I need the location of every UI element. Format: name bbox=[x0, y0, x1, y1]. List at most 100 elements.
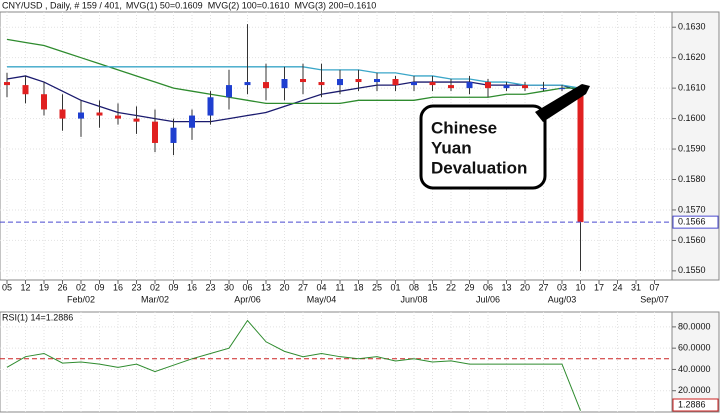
x-tick-label: 27 bbox=[538, 282, 548, 292]
x-tick-label: 13 bbox=[261, 282, 271, 292]
x-tick-label: 20 bbox=[520, 282, 530, 292]
last-value-label: 1.2886 bbox=[678, 399, 706, 409]
candle-body bbox=[318, 82, 325, 86]
candle-body bbox=[4, 82, 10, 86]
x-tick-label: 05 bbox=[2, 282, 12, 292]
x-tick-label: 22 bbox=[446, 282, 456, 292]
price-panel bbox=[0, 11, 673, 281]
rsi-panel bbox=[0, 311, 673, 413]
candle-body bbox=[337, 79, 343, 86]
x-tick-label: 25 bbox=[372, 282, 382, 292]
annotation-text: Chinese bbox=[431, 118, 497, 137]
legend-entry: RSI(1) 14=1.2886 bbox=[2, 312, 73, 322]
month-label: Jul/06 bbox=[476, 294, 500, 304]
month-label: Jun/08 bbox=[400, 294, 427, 304]
month-label: Aug/03 bbox=[548, 294, 577, 304]
candle-body bbox=[448, 85, 454, 89]
y-tick-label: 20.0000 bbox=[678, 385, 711, 395]
x-tick-label: 06 bbox=[483, 282, 493, 292]
x-tick-label: 12 bbox=[20, 282, 30, 292]
x-tick-label: 01 bbox=[390, 282, 400, 292]
moving-average bbox=[7, 66, 581, 89]
legend-entry: MVG(3) 200=0.1610 bbox=[295, 0, 377, 10]
y-tick-label: 0.1620 bbox=[678, 52, 706, 62]
y-tick-label: 0.1610 bbox=[678, 83, 706, 93]
x-tick-label: 26 bbox=[57, 282, 67, 292]
candle-body bbox=[355, 79, 362, 83]
x-tick-label: 24 bbox=[612, 282, 622, 292]
candle-body bbox=[152, 121, 158, 143]
x-tick-label: 08 bbox=[409, 282, 419, 292]
candle-body bbox=[226, 85, 232, 98]
x-tick-label: 16 bbox=[187, 282, 197, 292]
y-tick-label: 0.1560 bbox=[678, 235, 706, 245]
legend-entry: MVG(1) 50=0.1609 bbox=[126, 0, 203, 10]
candle-body bbox=[540, 88, 547, 90]
x-tick-label: 09 bbox=[168, 282, 178, 292]
candle-body bbox=[300, 79, 306, 83]
candle-body bbox=[429, 82, 436, 86]
y-tick-label: 0.1630 bbox=[678, 22, 706, 32]
candle-body bbox=[170, 127, 177, 143]
x-tick-label: 16 bbox=[113, 282, 123, 292]
moving-average bbox=[6, 38, 581, 105]
candle-body bbox=[96, 112, 103, 116]
annotation: Chinese Yuan Devaluation bbox=[419, 84, 590, 190]
month-label: Sep/07 bbox=[640, 294, 669, 304]
x-tick-label: 09 bbox=[94, 282, 104, 292]
candle-body bbox=[41, 94, 47, 110]
candle-body bbox=[244, 82, 251, 86]
x-tick-label: 27 bbox=[298, 282, 308, 292]
candle-body bbox=[485, 82, 491, 89]
candle-body bbox=[59, 109, 66, 119]
x-tick-label: 31 bbox=[631, 282, 641, 292]
candle-body bbox=[78, 112, 84, 119]
last-price-label: 0.1566 bbox=[678, 217, 706, 227]
month-label: Apr/06 bbox=[234, 294, 261, 304]
candle-body bbox=[263, 82, 269, 89]
candle-body bbox=[133, 118, 140, 122]
last-value-box bbox=[672, 398, 719, 412]
candle-body bbox=[577, 88, 584, 223]
x-tick-label: 20 bbox=[279, 282, 289, 292]
last-price-box bbox=[672, 215, 719, 229]
candle-body bbox=[503, 85, 510, 89]
x-tick-label: 30 bbox=[224, 282, 234, 292]
x-tick-label: 13 bbox=[501, 282, 511, 292]
x-tick-label: 29 bbox=[464, 282, 474, 292]
candle-body bbox=[466, 82, 473, 89]
x-tick-label: 06 bbox=[242, 282, 252, 292]
candle-body bbox=[22, 85, 29, 95]
x-tick-label: 10 bbox=[575, 282, 585, 292]
grid bbox=[0, 12, 676, 412]
x-tick-label: 23 bbox=[131, 282, 141, 292]
y-tick-label: 0.1590 bbox=[678, 143, 706, 153]
marks bbox=[0, 24, 672, 411]
x-tick-label: 02 bbox=[150, 282, 160, 292]
x-tick-label: 15 bbox=[427, 282, 437, 292]
x-tick-label: 23 bbox=[205, 282, 215, 292]
candle-body bbox=[559, 88, 565, 90]
annotation-arrow bbox=[535, 84, 590, 122]
month-label: May/04 bbox=[307, 294, 337, 304]
x-tick-label: 17 bbox=[594, 282, 604, 292]
y-tick-label: 0.1580 bbox=[678, 174, 706, 184]
annotation-box bbox=[419, 104, 547, 190]
rsi-axis-area bbox=[671, 311, 720, 413]
x-tick-label: 04 bbox=[316, 282, 326, 292]
legend-entry: MVG(2) 100=0.1610 bbox=[208, 0, 290, 10]
candle-body bbox=[411, 82, 417, 86]
month-label: Mar/02 bbox=[141, 294, 169, 304]
x-tick-label: 07 bbox=[649, 282, 659, 292]
y-tick-label: 0.1550 bbox=[678, 265, 706, 275]
x-tick-label: 02 bbox=[76, 282, 86, 292]
chart-title: CNY/USD , Daily, # 159 / 401, bbox=[2, 0, 122, 10]
x-tick-label: 18 bbox=[353, 282, 363, 292]
x-tick-label: 11 bbox=[335, 282, 344, 292]
rsi-line bbox=[6, 319, 581, 411]
candle-body bbox=[392, 79, 399, 86]
candle-body bbox=[115, 115, 121, 119]
y-tick-label: 40.0000 bbox=[678, 364, 711, 374]
